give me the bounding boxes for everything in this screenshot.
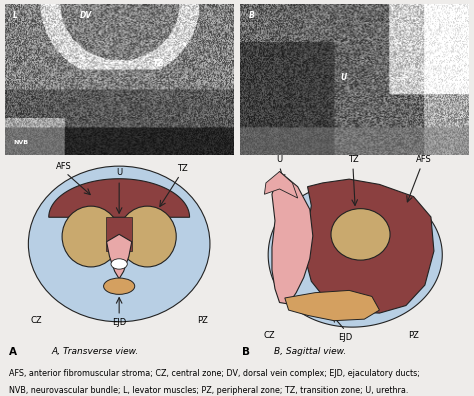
- Text: DV: DV: [80, 11, 92, 20]
- Ellipse shape: [28, 166, 210, 322]
- Polygon shape: [49, 179, 190, 217]
- Polygon shape: [285, 290, 380, 321]
- Text: NVB, neurovascular bundle; L, levator muscles; PZ, peripheral zone; TZ, transiti: NVB, neurovascular bundle; L, levator mu…: [9, 386, 409, 395]
- Text: PZ: PZ: [197, 316, 208, 325]
- Text: U: U: [340, 73, 346, 82]
- Text: EJD: EJD: [338, 333, 353, 342]
- Ellipse shape: [62, 206, 120, 267]
- Ellipse shape: [331, 209, 390, 260]
- Text: PZ: PZ: [408, 331, 419, 339]
- Text: CZ: CZ: [264, 331, 275, 339]
- Text: EJD: EJD: [112, 318, 126, 327]
- Text: TZ: TZ: [153, 59, 163, 68]
- Text: B: B: [242, 347, 250, 357]
- Polygon shape: [268, 183, 442, 327]
- Polygon shape: [106, 217, 133, 251]
- Polygon shape: [107, 234, 132, 279]
- Text: AFS: AFS: [55, 162, 72, 171]
- Text: TZ: TZ: [347, 155, 358, 164]
- Text: A, Transverse view.: A, Transverse view.: [51, 347, 138, 356]
- Text: A: A: [9, 347, 18, 357]
- Text: L: L: [13, 11, 18, 20]
- Ellipse shape: [118, 206, 176, 267]
- Text: B, Sagittal view.: B, Sagittal view.: [274, 347, 346, 356]
- Text: TZ: TZ: [177, 164, 188, 173]
- Ellipse shape: [111, 259, 128, 269]
- Text: P: P: [450, 11, 456, 20]
- Text: CZ: CZ: [30, 316, 42, 325]
- Text: B: B: [249, 11, 255, 20]
- Polygon shape: [305, 179, 434, 313]
- Polygon shape: [272, 171, 313, 304]
- Ellipse shape: [104, 278, 135, 294]
- Text: U: U: [276, 155, 283, 164]
- Text: NVB: NVB: [13, 140, 28, 145]
- Text: U: U: [116, 168, 122, 177]
- Polygon shape: [264, 171, 298, 198]
- Text: AFS, anterior fibromuscular stroma; CZ, central zone; DV, dorsal vein complex; E: AFS, anterior fibromuscular stroma; CZ, …: [9, 369, 420, 377]
- Text: AFS: AFS: [416, 155, 431, 164]
